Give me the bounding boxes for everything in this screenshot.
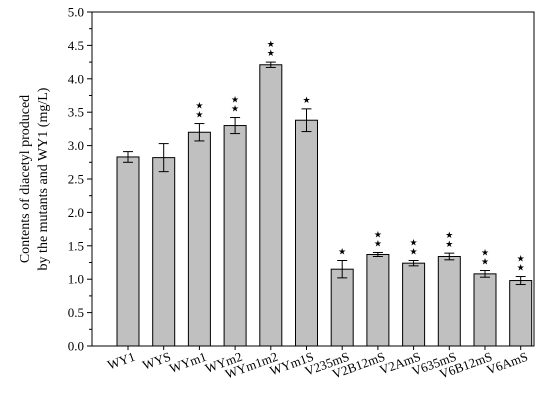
significance-star-icon: ★ [267, 40, 275, 50]
significance-star-icon: ★ [374, 230, 382, 240]
y-tick-label: 1.5 [68, 238, 84, 253]
plot-frame [91, 11, 535, 347]
significance-star-icon: ★ [302, 96, 310, 106]
significance-star-icon: ★ [374, 239, 382, 249]
y-tick-label: 4.0 [68, 71, 84, 86]
y-tick-label: 0.0 [68, 339, 84, 354]
y-tick-label: 2.5 [68, 172, 84, 187]
y-tick-label: 4.5 [68, 38, 84, 53]
y-tick-label: 3.5 [68, 105, 84, 120]
y-tick-label: 2.0 [68, 205, 84, 220]
bar-V6AmS [509, 280, 533, 347]
significance-star-icon: ★ [445, 231, 453, 241]
bar-V635mS [437, 255, 461, 347]
bar-V2B12mS [366, 253, 390, 347]
significance-star-icon: ★ [267, 49, 275, 59]
significance-star-icon: ★ [481, 249, 489, 259]
significance-star-icon: ★ [517, 255, 525, 265]
significance-star-icon: ★ [517, 264, 525, 274]
y-axis-label: Contents of diacetyl produced by the muta… [18, 87, 51, 270]
x-axis-ticks: WY1 WYSWYm1WYm2WYm1m2WYm1SV235mSV2B12mSV2… [105, 346, 530, 382]
y-tick-label: 5.0 [68, 5, 84, 20]
significance-star-icon: ★ [410, 247, 418, 257]
y-axis-ticks: 0.0 0.5 1.0 1.5 2.0 2.5 3.0 3.5 4.0 4.5 5.0 [68, 5, 92, 354]
x-tick-label: WY1 [105, 349, 137, 373]
bar-WYS [152, 157, 176, 347]
y-axis-label-line: Contents of diacetyl produced [18, 95, 33, 263]
error-bars [123, 61, 526, 286]
bars [116, 64, 533, 347]
significance-star-icon: ★ [231, 105, 239, 115]
significance-star-icon: ★ [195, 102, 203, 112]
y-axis-label-line: by the mutants and WY1 (mg/L) [36, 87, 51, 270]
significance-stars: ★★ ★★★★★★★★★★ ★★★★★★ [195, 40, 524, 273]
bar-V6B12mS [473, 273, 497, 347]
y-tick-label: 3.0 [68, 138, 84, 153]
y-tick-label: 0.5 [68, 305, 84, 320]
bar-WY1 [116, 156, 140, 347]
significance-star-icon: ★ [410, 238, 418, 248]
significance-star-icon: ★ [445, 240, 453, 250]
significance-star-icon: ★ [231, 96, 239, 106]
significance-star-icon: ★ [338, 247, 346, 257]
bar-WYm1S [295, 119, 318, 347]
bar-WYm1m2 [259, 64, 283, 347]
significance-star-icon: ★ [481, 258, 489, 268]
bar-V235mS [330, 268, 354, 347]
x-tick-label: V6AmS [485, 349, 530, 378]
bar-V2AmS [402, 262, 426, 347]
bar-WYm1 [187, 131, 211, 347]
bar-WYm2 [223, 125, 247, 347]
y-tick-label: 1.0 [68, 272, 84, 287]
significance-star-icon: ★ [195, 111, 203, 121]
